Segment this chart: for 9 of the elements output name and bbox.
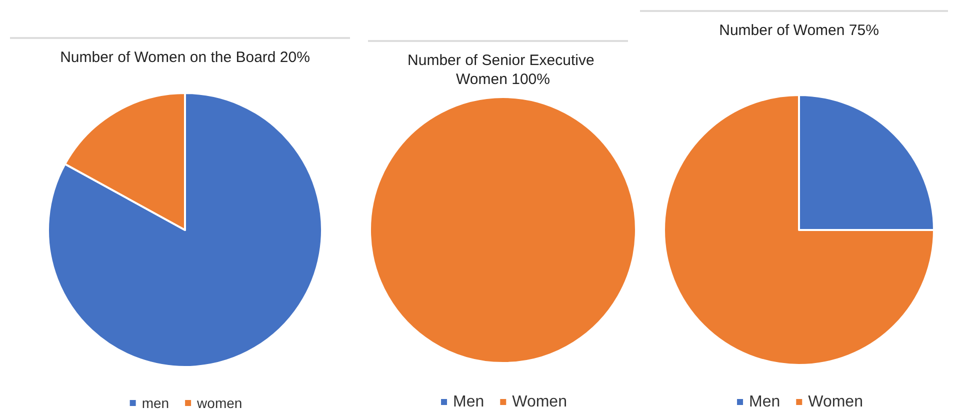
legend-label: Women <box>808 394 863 410</box>
chart-title: Number of Women 75% <box>719 22 879 39</box>
chart-title: Number of Women on the Board 20% <box>60 49 310 66</box>
legend-label: Men <box>749 394 780 410</box>
legend-label: Men <box>453 394 484 410</box>
legend-label: women <box>196 395 242 411</box>
chart-title: Number of Senior Executive Women 100% <box>408 52 598 88</box>
legend-label: men <box>142 395 170 411</box>
legend-label: Women <box>512 394 567 410</box>
